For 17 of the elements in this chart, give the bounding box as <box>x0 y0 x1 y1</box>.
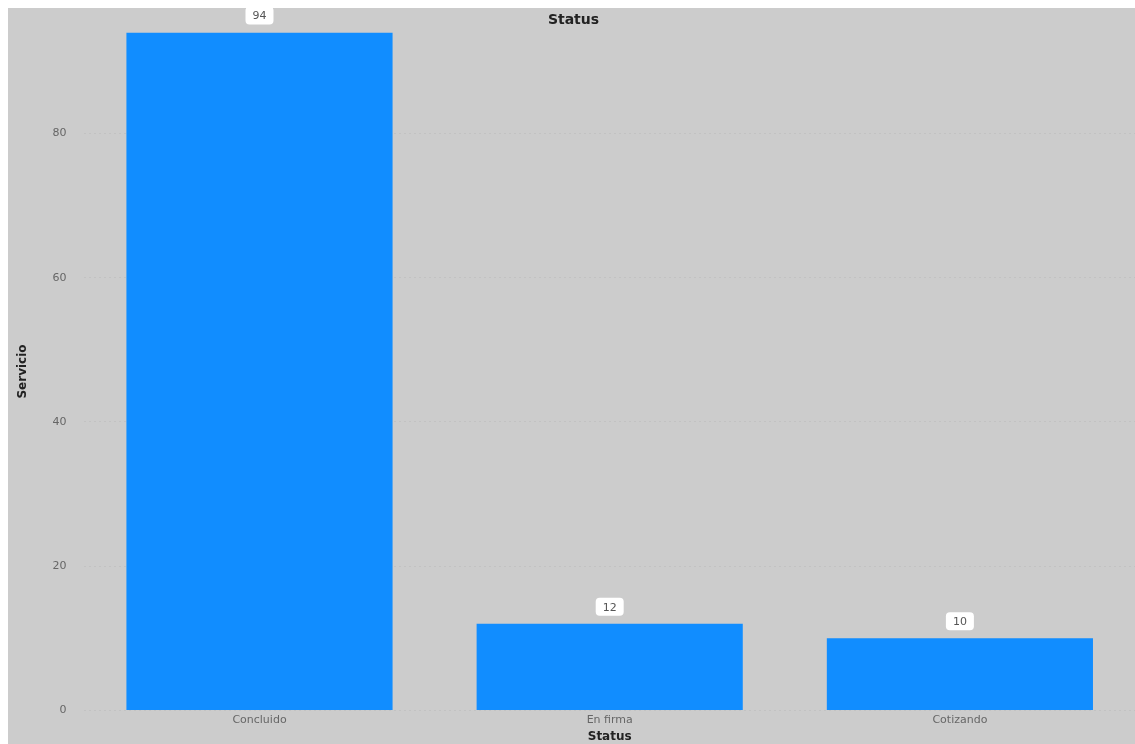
bar <box>826 638 1093 710</box>
bar <box>476 623 743 710</box>
data-label: 10 <box>952 615 967 629</box>
x-tick-label: En firma <box>586 712 633 726</box>
y-axis-title: Servicio <box>15 344 30 399</box>
y-tick-label: 80 <box>52 126 67 140</box>
x-axis-title: Status <box>587 728 632 743</box>
data-label: 12 <box>602 600 617 614</box>
y-tick-label: 0 <box>59 703 67 717</box>
bar <box>126 32 393 710</box>
data-label: 94 <box>252 9 267 23</box>
y-tick-label: 60 <box>52 270 67 284</box>
x-tick-label: Concluido <box>232 712 287 726</box>
y-tick-label: 40 <box>52 414 67 428</box>
x-tick-label: Cotizando <box>932 712 988 726</box>
y-tick-label: 20 <box>52 559 67 573</box>
chart-title: Status <box>547 10 600 27</box>
